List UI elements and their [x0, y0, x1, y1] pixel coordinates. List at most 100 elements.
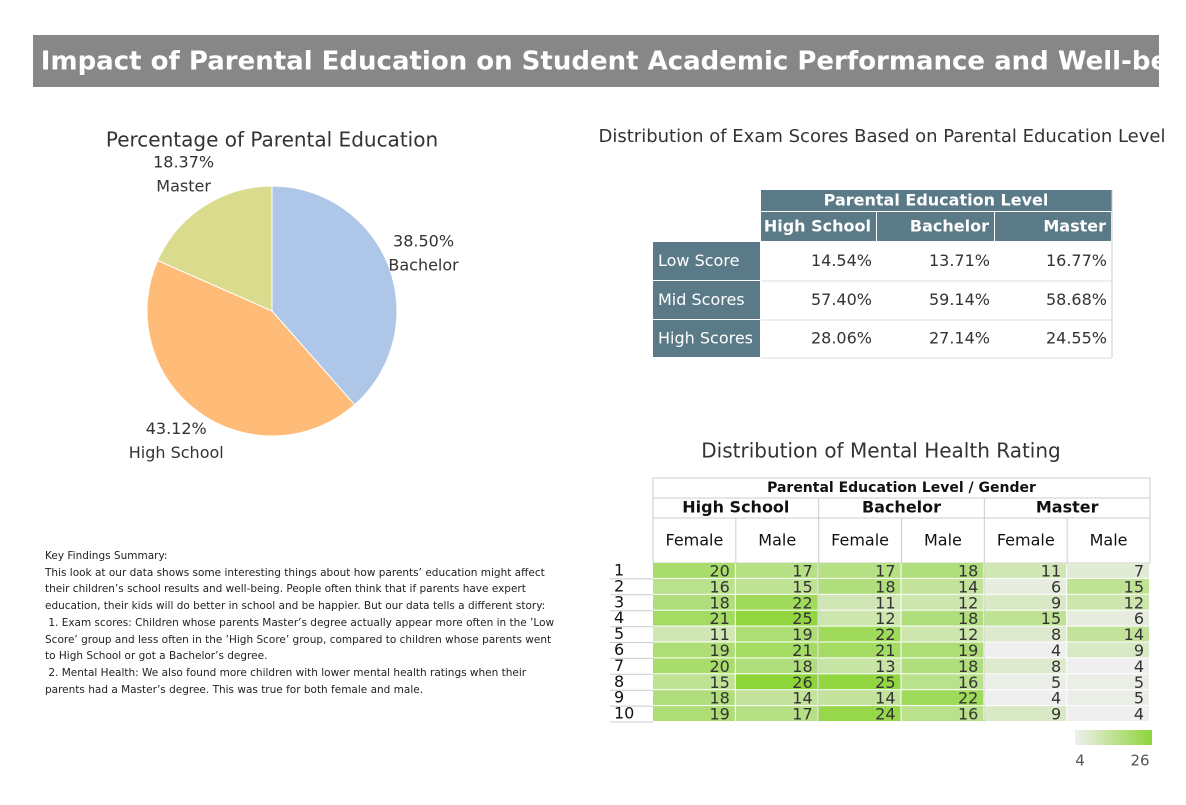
row-label: 3 [614, 592, 624, 611]
row-label: 7 [614, 656, 624, 675]
heatmap-cell-label: 9 [1051, 705, 1061, 724]
heatmap-cell-label: 14 [1124, 625, 1144, 644]
heatmap-cell [901, 563, 984, 578]
column-label: Male [924, 531, 962, 550]
heatmap-cell [984, 706, 1067, 721]
heatmap-cell [818, 563, 901, 578]
row-label: 2 [614, 576, 624, 595]
heatmap-cell-label: 18 [709, 593, 729, 612]
notes-paragraph: This look at our data shows some interes… [45, 566, 549, 613]
column-label: Male [1090, 531, 1128, 550]
heatmap-cell [901, 690, 984, 706]
heatmap-cell [984, 674, 1067, 690]
heatmap-cell-label: 4 [1051, 689, 1061, 708]
notes-title: Key Findings Summary: [45, 550, 168, 562]
heatmap-cell [1067, 674, 1149, 690]
heatmap-cell-label: 11 [875, 593, 895, 612]
heatmap-cell-label: 12 [958, 593, 978, 612]
heatmap-cell [901, 610, 984, 626]
table-cell: 16.77% [1046, 251, 1107, 270]
heatmap-cell [735, 642, 818, 658]
heatmap-cell-label: 21 [875, 641, 895, 660]
title-bar [33, 35, 1159, 87]
heatmap-cell-label: 17 [792, 705, 812, 724]
heatmap-cell-label: 22 [958, 689, 978, 708]
heatmap-cell-label: 18 [709, 689, 729, 708]
row-label: 8 [614, 672, 624, 691]
heatmap-cell-label: 21 [792, 641, 812, 660]
pie-value-label: 38.50% [393, 231, 454, 250]
column-header-label: High School [764, 217, 871, 236]
heatmap-cell-label: 16 [958, 705, 978, 724]
heatmap-cell-label: 4 [1051, 641, 1061, 660]
legend-min-label: 4 [1075, 752, 1085, 770]
row-header [653, 320, 760, 357]
column-label: Female [997, 531, 1055, 550]
heatmap-cell-label: 25 [875, 673, 895, 692]
heatmap-cell-label: 26 [792, 673, 812, 692]
heatmap-cell [1067, 578, 1149, 594]
heatmap-cell [984, 690, 1067, 706]
heatmap-cell [901, 578, 984, 594]
heatmap-cell-label: 22 [875, 625, 895, 644]
heatmap-cell [653, 594, 735, 610]
heatmap-cell-label: 19 [709, 705, 729, 724]
heatmap-cell-label: 5 [1134, 689, 1144, 708]
pie-category-label: Master [156, 177, 211, 196]
heatmap-cell-label: 8 [1051, 657, 1061, 676]
column-header-label: Bachelor [910, 217, 989, 236]
row-label: 10 [614, 704, 634, 723]
heatmap-cell [984, 578, 1067, 594]
heatmap-cell [1067, 690, 1149, 706]
table-cell: 59.14% [929, 290, 990, 309]
table-cell: 27.14% [929, 329, 990, 348]
heatmap-cell [735, 674, 818, 690]
table-header [761, 190, 1112, 211]
row-label: 6 [614, 640, 624, 659]
heatmap-cell-label: 14 [958, 577, 978, 596]
pie-category-label: High School [129, 443, 224, 462]
header-label: Parental Education Level / Gender [767, 480, 1036, 496]
chart-title: Distribution of Mental Health Rating [701, 439, 1060, 463]
heatmap-cell-label: 4 [1134, 657, 1144, 676]
heatmap-cell [818, 658, 901, 674]
heatmap-cell [984, 594, 1067, 610]
row-header [653, 281, 760, 319]
row-label: 4 [614, 608, 624, 627]
chart-title: Distribution of Exam Scores Based on Par… [599, 126, 1166, 147]
heatmap-cell-label: 20 [709, 561, 729, 580]
heatmap-cell-label: 5 [1134, 673, 1144, 692]
column-header-label: Master [1043, 217, 1106, 236]
group-label: Master [1036, 498, 1099, 517]
heatmap-cell [653, 674, 735, 690]
heatmap-cell [735, 610, 818, 626]
heatmap-cell [735, 706, 818, 721]
column-label: Male [758, 531, 796, 550]
heatmap-cell [1067, 563, 1149, 578]
heatmap-cell [653, 642, 735, 658]
color-legend [1075, 730, 1152, 745]
group-label: Bachelor [862, 498, 941, 517]
heatmap-cell [901, 674, 984, 690]
heatmap-cell-label: 13 [875, 657, 895, 676]
row-label: 9 [614, 688, 624, 707]
table-cell: 57.40% [811, 290, 872, 309]
heatmap-cell [735, 690, 818, 706]
heatmap-cell [735, 594, 818, 610]
heatmap-cell [653, 578, 735, 594]
heatmap-cell-label: 16 [709, 577, 729, 596]
column-label: Female [665, 531, 723, 550]
notes-paragraph: 2. Mental Health: We also found more chi… [45, 666, 530, 696]
heatmap-cell [818, 626, 901, 642]
table-header-label: Parental Education Level [824, 191, 1049, 210]
row-header [653, 242, 760, 280]
pie-value-label: 43.12% [146, 419, 207, 438]
heatmap-cell-label: 25 [792, 609, 812, 628]
heatmap-cell [901, 642, 984, 658]
heatmap-cell [1067, 642, 1149, 658]
heatmap-cell [653, 626, 735, 642]
heatmap-cell-label: 12 [875, 609, 895, 628]
heatmap-cell [1067, 626, 1149, 642]
